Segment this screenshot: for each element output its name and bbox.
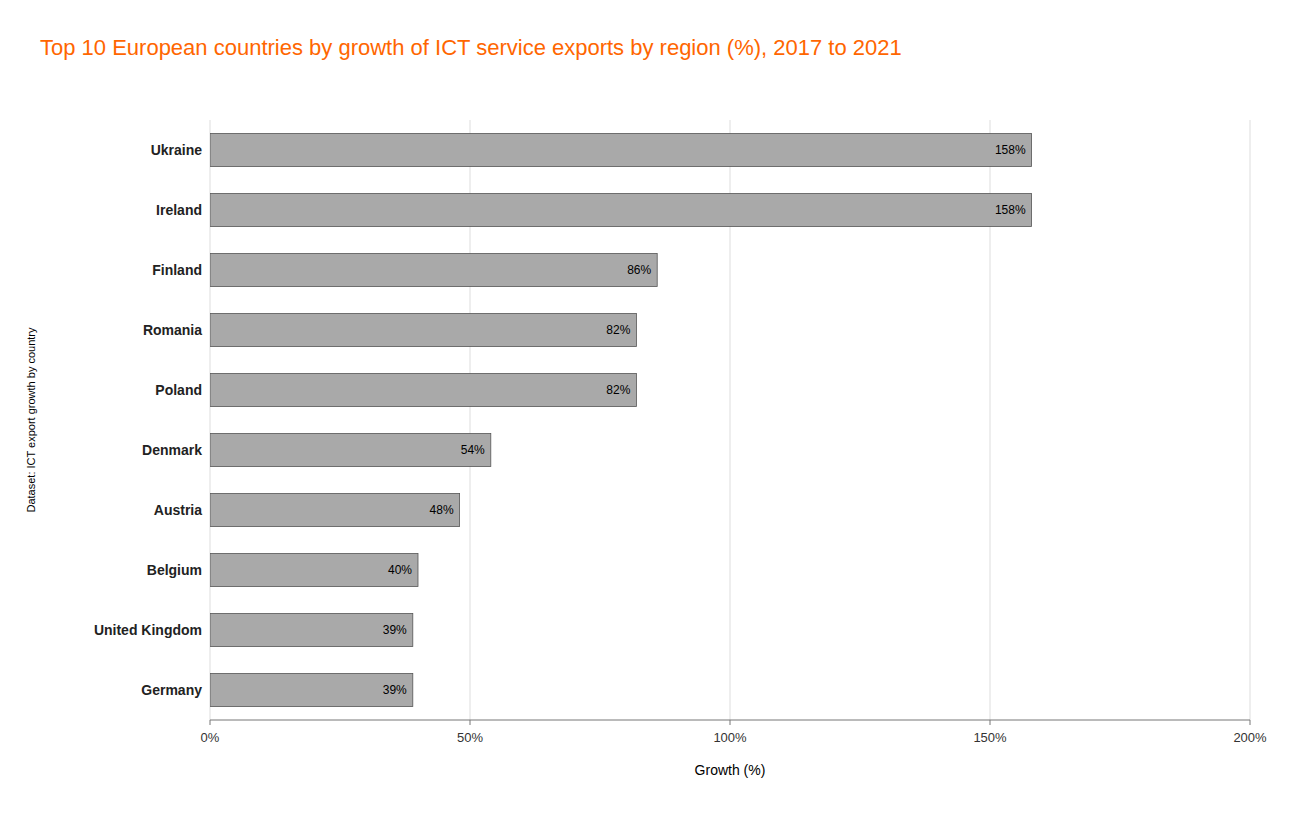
tick-mark xyxy=(210,720,211,725)
category-label: United Kingdom xyxy=(94,622,202,638)
category-label: Denmark xyxy=(142,442,202,458)
bar xyxy=(210,614,413,647)
data-labels: 158% 158% 86% 82% 82% 54% 48% 40% 39% 39% xyxy=(383,143,1026,697)
axis-line xyxy=(210,720,1250,721)
bar xyxy=(210,194,1032,227)
tick-mark xyxy=(990,720,991,725)
category-label: Ireland xyxy=(156,202,202,218)
category-label: Finland xyxy=(152,262,202,278)
bar xyxy=(210,254,657,287)
y-axis-label: Dataset: ICT export growth by country xyxy=(25,327,37,513)
bar xyxy=(210,674,413,707)
grid xyxy=(210,120,1250,720)
data-label: 158% xyxy=(995,143,1026,157)
data-label: 39% xyxy=(383,623,407,637)
data-label: 54% xyxy=(461,443,485,457)
data-label: 82% xyxy=(606,323,630,337)
grid-line xyxy=(1250,120,1251,720)
chart-svg: Top 10 European countries by growth of I… xyxy=(0,0,1312,827)
tick-label: 0% xyxy=(201,730,220,745)
y-axis: Ukraine Ireland Finland Romania Poland Denmar… xyxy=(94,142,202,698)
data-label: 86% xyxy=(627,263,651,277)
tick-mark xyxy=(730,720,731,725)
tick-label: 200% xyxy=(1233,730,1267,745)
category-label: Germany xyxy=(141,682,202,698)
x-axis: 0% 50% 100% 150% 200% xyxy=(201,720,1267,745)
bar xyxy=(210,554,418,587)
category-label: Belgium xyxy=(147,562,202,578)
data-label: 82% xyxy=(606,383,630,397)
category-label: Poland xyxy=(155,382,202,398)
data-label: 48% xyxy=(430,503,454,517)
tick-label: 50% xyxy=(457,730,483,745)
tick-label: 100% xyxy=(713,730,747,745)
category-label: Ukraine xyxy=(151,142,203,158)
data-label: 39% xyxy=(383,683,407,697)
x-axis-label: Growth (%) xyxy=(695,762,766,778)
tick-mark xyxy=(1250,720,1251,725)
bar xyxy=(210,134,1032,167)
tick-label: 150% xyxy=(973,730,1007,745)
bar xyxy=(210,434,491,467)
data-label: 40% xyxy=(388,563,412,577)
chart-container: Top 10 European countries by growth of I… xyxy=(0,0,1312,827)
tick-mark xyxy=(470,720,471,725)
data-label: 158% xyxy=(995,203,1026,217)
category-label: Austria xyxy=(154,502,202,518)
title: Top 10 European countries by growth of I… xyxy=(40,35,902,60)
bar xyxy=(210,374,636,407)
bar xyxy=(210,314,636,347)
category-label: Romania xyxy=(143,322,202,338)
bars xyxy=(210,134,1032,707)
bar xyxy=(210,494,460,527)
